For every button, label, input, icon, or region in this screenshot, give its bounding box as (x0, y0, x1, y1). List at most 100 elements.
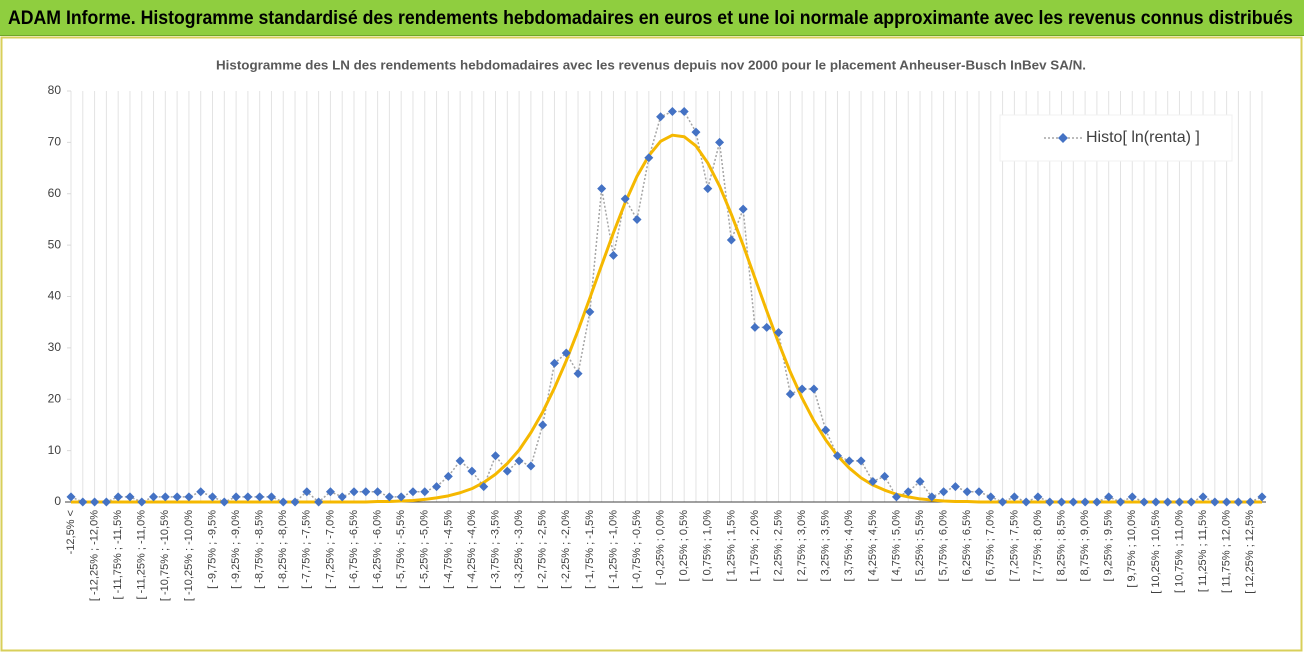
marker (762, 322, 772, 332)
y-tick-label: 10 (48, 443, 62, 457)
marker (620, 194, 630, 204)
x-tick-label: [ 5,75% ; 6,0% (938, 510, 950, 582)
x-tick-label: [ -10,75% ; -10,5% (159, 510, 171, 601)
marker (302, 487, 312, 497)
marker (644, 153, 654, 163)
x-tick-label: [ -12,25% ; -12,0% (88, 510, 100, 601)
marker (667, 107, 677, 117)
x-tick-label: [ -7,25% ; -7,0% (324, 510, 336, 589)
marker (420, 487, 430, 497)
marker (715, 137, 725, 147)
marker (1174, 497, 1184, 507)
marker (90, 497, 100, 507)
marker (632, 214, 642, 224)
x-tick-label: [ 12,25% ; 12,5% (1244, 510, 1256, 594)
marker (549, 358, 559, 368)
marker (137, 497, 147, 507)
header-band (0, 0, 1304, 36)
marker (396, 492, 406, 502)
marker (868, 476, 878, 486)
marker (1127, 492, 1137, 502)
marker (314, 497, 324, 507)
marker (738, 204, 748, 214)
marker (950, 482, 960, 492)
x-tick-label: [ 10,25% ; 10,5% (1150, 510, 1162, 594)
marker (219, 497, 229, 507)
y-tick-label: 50 (48, 237, 62, 251)
marker (455, 456, 465, 466)
x-tick-label: [ 3,25% ; 3,5% (820, 510, 832, 582)
x-tick-label: [ 0,25% ; 0,5% (678, 510, 690, 582)
marker (160, 492, 170, 502)
y-tick-label: 40 (48, 289, 62, 303)
x-tick-label: [ 1,75% ; 2,0% (749, 510, 761, 582)
x-tick-label: [ 6,25% ; 6,5% (961, 510, 973, 582)
marker (998, 497, 1008, 507)
marker (821, 425, 831, 435)
marker (125, 492, 135, 502)
x-tick-label: [ -8,25% ; -8,0% (277, 510, 289, 589)
y-tick-label: 70 (48, 135, 62, 149)
x-tick-label: [ 8,25% ; 8,5% (1055, 510, 1067, 582)
legend-marker (1058, 133, 1068, 143)
x-tick-label: [ -5,75% ; -5,5% (395, 510, 407, 589)
x-tick-label: [ 10,75% ; 11,0% (1173, 510, 1185, 593)
x-tick-label: [ -6,75% ; -6,5% (348, 510, 360, 589)
marker (266, 492, 276, 502)
marker (986, 492, 996, 502)
x-tick-label: [ -8,75% ; -8,5% (254, 510, 266, 589)
marker (1009, 492, 1019, 502)
marker (691, 127, 701, 137)
marker (903, 487, 913, 497)
marker (1198, 492, 1208, 502)
marker (927, 492, 937, 502)
marker (809, 384, 819, 394)
marker (1080, 497, 1090, 507)
x-tick-label: [ -1,75% ; -1,5% (584, 510, 596, 589)
x-tick-label: [ -0,25% ; 0,0% (655, 510, 667, 585)
x-tick-label: [ 11,75% ; 12,0% (1221, 510, 1233, 593)
marker (1092, 497, 1102, 507)
x-tick-label: [ -2,75% ; -2,5% (537, 510, 549, 589)
marker (408, 487, 418, 497)
marker (373, 487, 383, 497)
marker (325, 487, 335, 497)
marker (1186, 497, 1196, 507)
chart-title: Histogramme des LN des rendements hebdom… (216, 57, 1086, 72)
marker (361, 487, 371, 497)
marker (962, 487, 972, 497)
plot (66, 107, 1267, 507)
marker (196, 487, 206, 497)
marker (491, 451, 501, 461)
marker (1021, 497, 1031, 507)
marker (78, 497, 88, 507)
marker (597, 184, 607, 194)
marker (703, 184, 713, 194)
legend-label: Histo[ ln(renta) ] (1086, 129, 1200, 146)
marker (149, 492, 159, 502)
x-tick-label: [ -11,25% ; -11,0% (136, 510, 148, 600)
marker (443, 471, 453, 481)
x-tick-label: [ 5,25% ; 5,5% (914, 510, 926, 582)
marker (561, 348, 571, 358)
marker (832, 451, 842, 461)
x-tick-label: [ -4,75% ; -4,5% (442, 510, 454, 589)
marker (573, 369, 583, 379)
marker (514, 456, 524, 466)
marker (290, 497, 300, 507)
x-tick-label: [ -11,75% ; -11,5% (112, 510, 124, 600)
marker (526, 461, 536, 471)
marker (1257, 492, 1267, 502)
marker (1104, 492, 1114, 502)
x-tick-label: [ 9,75% ; 10,0% (1126, 510, 1138, 588)
marker (1139, 497, 1149, 507)
marker (243, 492, 253, 502)
x-tick-label: [ -3,75% ; -3,5% (489, 510, 501, 589)
x-tick-label: [ 8,75% ; 9,0% (1079, 510, 1091, 582)
marker (184, 492, 194, 502)
x-tick-label: [ 0,75% ; 1,0% (702, 510, 714, 582)
marker (113, 492, 123, 502)
marker (384, 492, 394, 502)
x-tick-label: [ -1,25% ; -1,0% (607, 510, 619, 589)
